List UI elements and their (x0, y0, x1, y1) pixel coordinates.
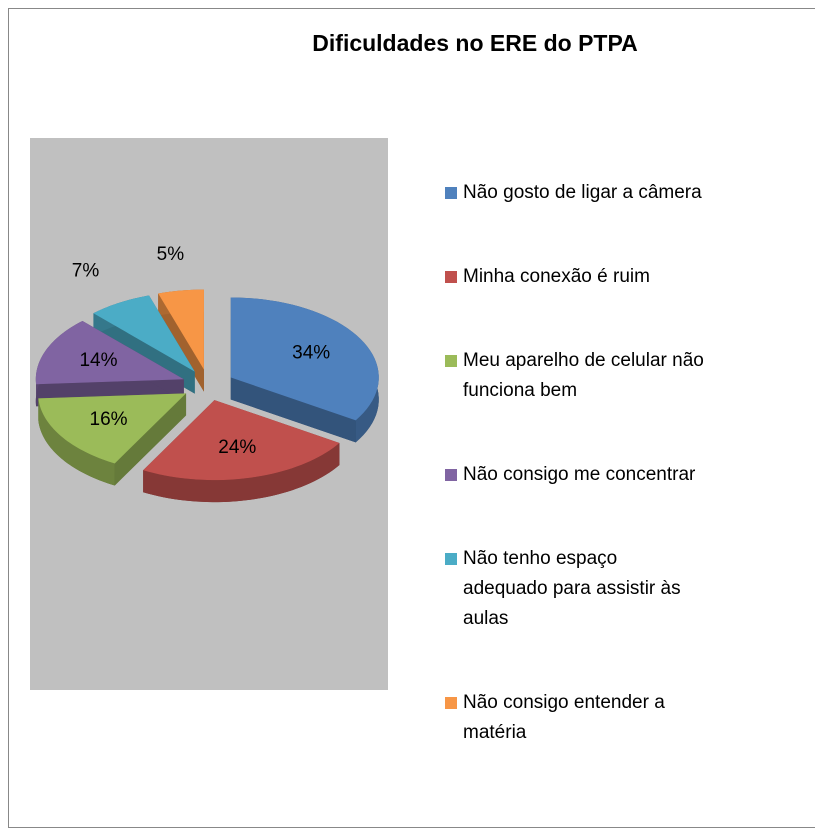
slice-wall (38, 398, 115, 486)
legend-label: Não consigo entender a matéria (463, 692, 665, 743)
chart-title: Dificuldades no ERE do PTPA (312, 30, 637, 56)
slice (143, 400, 340, 481)
data-label: 7% (72, 261, 100, 282)
slice (230, 297, 379, 421)
legend-item: Não tenho espaço adequado para assistir … (445, 544, 705, 634)
data-label: 24% (218, 437, 256, 458)
legend-label: Não consigo me concentrar (463, 464, 696, 485)
legend-label: Minha conexão é ruim (463, 266, 650, 287)
data-label: 16% (90, 409, 128, 430)
legend-swatch (445, 697, 457, 709)
slice-side (114, 393, 187, 486)
legend: Não gosto de ligar a câmera Minha conexão… (445, 178, 705, 748)
legend-label: Meu aparelho de celular não funciona bem (463, 350, 704, 401)
legend-item: Minha conexão é ruim (445, 262, 705, 292)
legend-item: Meu aparelho de celular não funciona bem (445, 346, 705, 406)
legend-label: Não gosto de ligar a câmera (463, 182, 702, 203)
slice (38, 393, 187, 464)
data-label: 14% (79, 350, 117, 371)
legend-item: Não consigo entender a matéria (445, 688, 705, 748)
legend-item: Não consigo me concentrar (445, 460, 705, 490)
data-label: 5% (157, 244, 185, 265)
slice (35, 320, 184, 385)
legend-item: Não gosto de ligar a câmera (445, 178, 705, 208)
legend-swatch (445, 271, 457, 283)
slice (158, 289, 204, 370)
legend-swatch (445, 469, 457, 481)
slice-side (230, 377, 356, 443)
slice-side (158, 293, 204, 392)
legend-swatch (445, 187, 457, 199)
slice-wall (143, 442, 340, 503)
legend-label: Não tenho espaço adequado para assistir … (463, 548, 681, 629)
data-label: 34% (292, 343, 330, 364)
slice (93, 295, 195, 372)
legend-swatch (445, 553, 457, 565)
legend-swatch (445, 355, 457, 367)
